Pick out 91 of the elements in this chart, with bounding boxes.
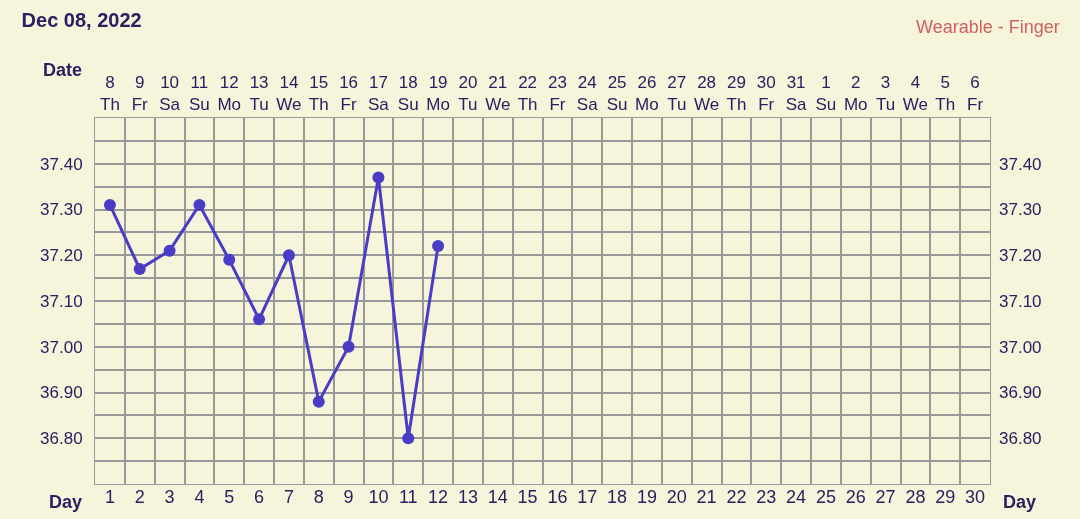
x-tick-label: 3 Tu [875, 73, 896, 115]
text: Day [49, 492, 83, 512]
x2-tick-label: 4 [194, 487, 205, 507]
x2-tick-label: 29 [935, 487, 956, 507]
x-tick-label: 1 Su [815, 73, 837, 115]
x2-tick-label: 30 [965, 487, 986, 507]
x2-tick-label: 7 [283, 487, 294, 507]
x-tick-label: 5 Th [935, 73, 956, 115]
x2-tick-label: 10 [368, 487, 389, 507]
x2-tick-label: 1 [104, 487, 115, 507]
y2-tick-label: 37.20 [999, 246, 1042, 266]
point [312, 395, 325, 408]
point [253, 313, 266, 326]
point [193, 198, 206, 211]
x-tick-label: 15 Th [308, 73, 329, 115]
x2-tick-label: 20 [666, 487, 687, 507]
x-tick-label: 14 We [276, 73, 302, 115]
x-tick-label: 2 Mo [843, 73, 868, 115]
x2-tick-label: 25 [815, 487, 836, 507]
x2-tick-label: 9 [343, 487, 354, 507]
x-tick-label: 19 Mo [426, 73, 450, 115]
point [133, 262, 146, 275]
y-tick-label: 37.30 [40, 200, 83, 220]
x2-tick-label: 22 [726, 487, 747, 507]
text: Wearable - Finger [916, 17, 1060, 37]
point [402, 432, 415, 445]
x2-tick-label: 5 [224, 487, 235, 507]
point [163, 244, 176, 257]
x-tick-label: 26 Mo [635, 73, 659, 115]
x2-tick-label: 15 [517, 487, 538, 507]
x2-tick-label: 23 [756, 487, 777, 507]
chart-title: Dec 08, 2022 [21, 8, 142, 31]
point [223, 253, 236, 266]
point [282, 249, 295, 262]
x-tick-label: 30 Fr [756, 73, 776, 115]
x-tick-label: 9 Fr [131, 73, 149, 115]
x2-tick-label: 18 [607, 487, 628, 507]
point [342, 340, 355, 353]
y2-tick-label: 36.90 [999, 383, 1042, 403]
x2-tick-label: 13 [457, 487, 478, 507]
y2-tick-label: 37.30 [999, 200, 1042, 220]
y-tick-label: 37.00 [40, 337, 83, 357]
x-tick-label: 8 Th [100, 73, 120, 115]
x2-tick-label: 3 [164, 487, 175, 507]
x2-tick-label: 16 [547, 487, 568, 507]
x2-tick-label: 26 [845, 487, 866, 507]
x2-tick-label: 28 [905, 487, 926, 507]
x-tick-label: 21 We [485, 73, 511, 115]
x-tick-label: 10 Sa [159, 73, 181, 115]
x-tick-label: 27 Tu [667, 73, 687, 115]
x2-tick-label: 12 [428, 487, 449, 507]
x2-tick-label: 17 [577, 487, 598, 507]
x2-tick-label: 21 [696, 487, 717, 507]
x-tick-label: 20 Tu [458, 73, 478, 115]
y2-tick-label: 37.10 [999, 291, 1042, 311]
x-tick-label: 11 Su [189, 73, 210, 115]
x-tick-label: 13 Tu [249, 73, 269, 115]
y2-tick-label: 36.80 [999, 429, 1042, 449]
point [103, 198, 116, 211]
x2-tick-label: 8 [313, 487, 324, 507]
y-tick-label: 36.90 [40, 383, 83, 403]
y-tick-label: 37.40 [40, 154, 83, 174]
x2-tick-label: 2 [134, 487, 145, 507]
x2-tick-label: 11 [398, 487, 418, 507]
x-tick-label: 18 Su [397, 73, 419, 115]
x-tick-label: 4 We [902, 73, 929, 115]
x-tick-label: 23 Fr [547, 73, 567, 115]
x-tick-label: 12 Mo [217, 73, 242, 115]
x2-tick-label: 14 [487, 487, 508, 507]
y-tick-label: 36.80 [40, 429, 83, 449]
x-tick-label: 22 Th [517, 73, 538, 115]
y-tick-label: 37.20 [40, 246, 83, 266]
x-tick-label: 17 Sa [368, 73, 390, 115]
y-tick-label: 37.10 [40, 291, 83, 311]
x-tick-label: 29 Th [726, 73, 747, 115]
point [372, 171, 385, 184]
x-tick-label: 6 Fr [967, 73, 984, 115]
x2-tick-label: 24 [786, 487, 807, 507]
y2-tick-label: 37.40 [999, 154, 1042, 174]
x-tick-label: 28 We [693, 73, 720, 115]
y2-tick-label: 37.00 [999, 337, 1042, 357]
x-tick-label: 31 Sa [785, 73, 808, 115]
x-tick-label: 24 Sa [576, 73, 599, 115]
x2-tick-label: 27 [875, 487, 896, 507]
x-tick-label: 16 Fr [339, 73, 359, 115]
point [432, 240, 445, 253]
text: Day [1003, 492, 1037, 512]
x-tick-label: 25 Su [606, 73, 628, 115]
x2-tick-label: 19 [636, 487, 657, 507]
x2-tick-label: 6 [254, 487, 265, 507]
text: Date [43, 60, 83, 80]
